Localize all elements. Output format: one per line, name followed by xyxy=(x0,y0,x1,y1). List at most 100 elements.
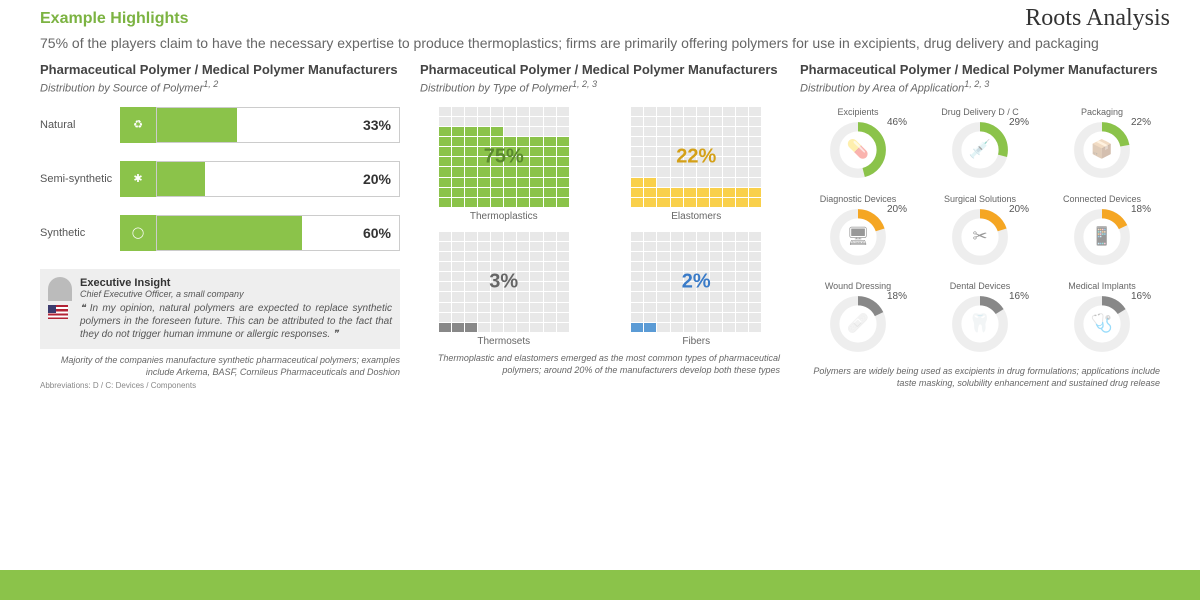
waffle-pct: 2% xyxy=(682,270,711,293)
donut-chart: Diagnostic Devices 🖥 20% xyxy=(800,194,916,273)
donut-title: Dental Devices xyxy=(922,281,1038,291)
bar-track: 20% xyxy=(156,161,400,197)
waffle-name: Fibers xyxy=(613,336,781,347)
donut-wrap: 📱 18% xyxy=(1071,206,1133,273)
donut-icon: 💊 xyxy=(845,139,871,165)
donut-icon: 🦷 xyxy=(967,313,993,339)
col3-subtitle: Distribution by Area of Application1, 2,… xyxy=(800,79,1160,95)
waffle-name: Elastomers xyxy=(613,211,781,222)
bar-fill xyxy=(157,108,237,142)
donut-pct: 20% xyxy=(1009,204,1029,215)
bar-label: Semi-synthetic xyxy=(40,173,120,185)
avatar-icon xyxy=(48,277,72,301)
waffle-chart: 22% Elastomers xyxy=(613,107,781,222)
donut-pct: 18% xyxy=(1131,204,1151,215)
executive-insight: Executive Insight Chief Executive Office… xyxy=(40,269,400,349)
col-type: Pharmaceutical Polymer / Medical Polymer… xyxy=(420,62,780,390)
waffle-grid: 3% xyxy=(439,232,569,332)
col1-subtitle: Distribution by Source of Polymer1, 2 xyxy=(40,79,400,95)
bar-pct: 60% xyxy=(363,225,391,241)
bar-icon: ♻ xyxy=(120,107,156,143)
donut-chart: Packaging 📦 22% xyxy=(1044,107,1160,186)
col3-caption: Polymers are widely being used as excipi… xyxy=(800,366,1160,389)
col-application: Pharmaceutical Polymer / Medical Polymer… xyxy=(800,62,1160,390)
donut-chart: Medical Implants 🩺 16% xyxy=(1044,281,1160,360)
col-source: Pharmaceutical Polymer / Medical Polymer… xyxy=(40,62,400,390)
donut-wrap: 📦 22% xyxy=(1071,119,1133,186)
donut-pct: 29% xyxy=(1009,117,1029,128)
waffle-pct: 75% xyxy=(484,145,524,168)
insight-title: Executive Insight xyxy=(80,277,392,289)
col2-subtitle: Distribution by Type of Polymer1, 2, 3 xyxy=(420,79,780,95)
bar-label: Synthetic xyxy=(40,227,120,239)
bar-row: Synthetic ◯ 60% xyxy=(40,215,400,251)
waffle-grid: 22% xyxy=(631,107,761,207)
insight-quote: ❝ In my opinion, natural polymers are ex… xyxy=(80,302,392,341)
footer-bar xyxy=(0,570,1200,600)
donut-icon: 🩹 xyxy=(845,313,871,339)
bar-track: 60% xyxy=(156,215,400,251)
waffle-grid: 75% xyxy=(439,107,569,207)
brand-logo: Roots Analysis xyxy=(1025,5,1170,32)
donut-icon: ✂ xyxy=(967,226,993,252)
donut-pct: 20% xyxy=(887,204,907,215)
bar-label: Natural xyxy=(40,119,120,131)
donut-chart: Drug Delivery D / C 💉 29% xyxy=(922,107,1038,186)
donut-pct: 46% xyxy=(887,117,907,128)
waffle-chart: 75% Thermoplastics xyxy=(420,107,588,222)
bar-pct: 33% xyxy=(363,117,391,133)
donut-icon: 🩺 xyxy=(1089,313,1115,339)
donut-chart: Surgical Solutions ✂ 20% xyxy=(922,194,1038,273)
bar-fill xyxy=(157,216,302,250)
waffle-chart: 2% Fibers xyxy=(613,232,781,347)
donut-title: Drug Delivery D / C xyxy=(922,107,1038,117)
col1-title: Pharmaceutical Polymer / Medical Polymer… xyxy=(40,62,400,77)
donut-icon: 🖥 xyxy=(845,226,871,252)
donut-chart: Wound Dressing 🩹 18% xyxy=(800,281,916,360)
donut-pct: 16% xyxy=(1009,291,1029,302)
donut-title: Medical Implants xyxy=(1044,281,1160,291)
donut-wrap: 💉 29% xyxy=(949,119,1011,186)
bar-track: 33% xyxy=(156,107,400,143)
donut-title: Diagnostic Devices xyxy=(800,194,916,204)
bar-row: Natural ♻ 33% xyxy=(40,107,400,143)
donut-icon: 💉 xyxy=(967,139,993,165)
donut-pct: 22% xyxy=(1131,117,1151,128)
donut-wrap: 🩹 18% xyxy=(827,293,889,360)
donut-title: Surgical Solutions xyxy=(922,194,1038,204)
waffle-pct: 3% xyxy=(489,270,518,293)
donut-wrap: ✂ 20% xyxy=(949,206,1011,273)
donut-title: Packaging xyxy=(1044,107,1160,117)
col2-caption: Thermoplastic and elastomers emerged as … xyxy=(420,353,780,376)
bar-row: Semi-synthetic ✱ 20% xyxy=(40,161,400,197)
waffle-name: Thermosets xyxy=(420,336,588,347)
donut-chart: Excipients 💊 46% xyxy=(800,107,916,186)
insight-role: Chief Executive Officer, a small company xyxy=(80,289,392,299)
waffle-chart: 3% Thermosets xyxy=(420,232,588,347)
donut-pct: 18% xyxy=(887,291,907,302)
waffle-grid: 2% xyxy=(631,232,761,332)
bar-fill xyxy=(157,162,205,196)
col1-caption: Majority of the companies manufacture sy… xyxy=(40,355,400,378)
donut-wrap: 🖥 20% xyxy=(827,206,889,273)
donut-chart: Dental Devices 🦷 16% xyxy=(922,281,1038,360)
waffle-pct: 22% xyxy=(676,145,716,168)
bar-icon: ◯ xyxy=(120,215,156,251)
donut-icon: 📦 xyxy=(1089,139,1115,165)
donut-title: Connected Devices xyxy=(1044,194,1160,204)
donut-wrap: 🦷 16% xyxy=(949,293,1011,360)
bar-icon: ✱ xyxy=(120,161,156,197)
donut-title: Wound Dressing xyxy=(800,281,916,291)
donut-icon: 📱 xyxy=(1089,226,1115,252)
waffle-name: Thermoplastics xyxy=(420,211,588,222)
donut-pct: 16% xyxy=(1131,291,1151,302)
abbreviations: Abbreviations: D / C: Devices / Componen… xyxy=(40,381,400,390)
flag-icon xyxy=(48,305,68,319)
donut-wrap: 🩺 16% xyxy=(1071,293,1133,360)
bar-pct: 20% xyxy=(363,171,391,187)
col2-title: Pharmaceutical Polymer / Medical Polymer… xyxy=(420,62,780,77)
donut-title: Excipients xyxy=(800,107,916,117)
donut-chart: Connected Devices 📱 18% xyxy=(1044,194,1160,273)
page-title: Example Highlights xyxy=(40,10,1160,28)
page-subtitle: 75% of the players claim to have the nec… xyxy=(40,34,1160,52)
